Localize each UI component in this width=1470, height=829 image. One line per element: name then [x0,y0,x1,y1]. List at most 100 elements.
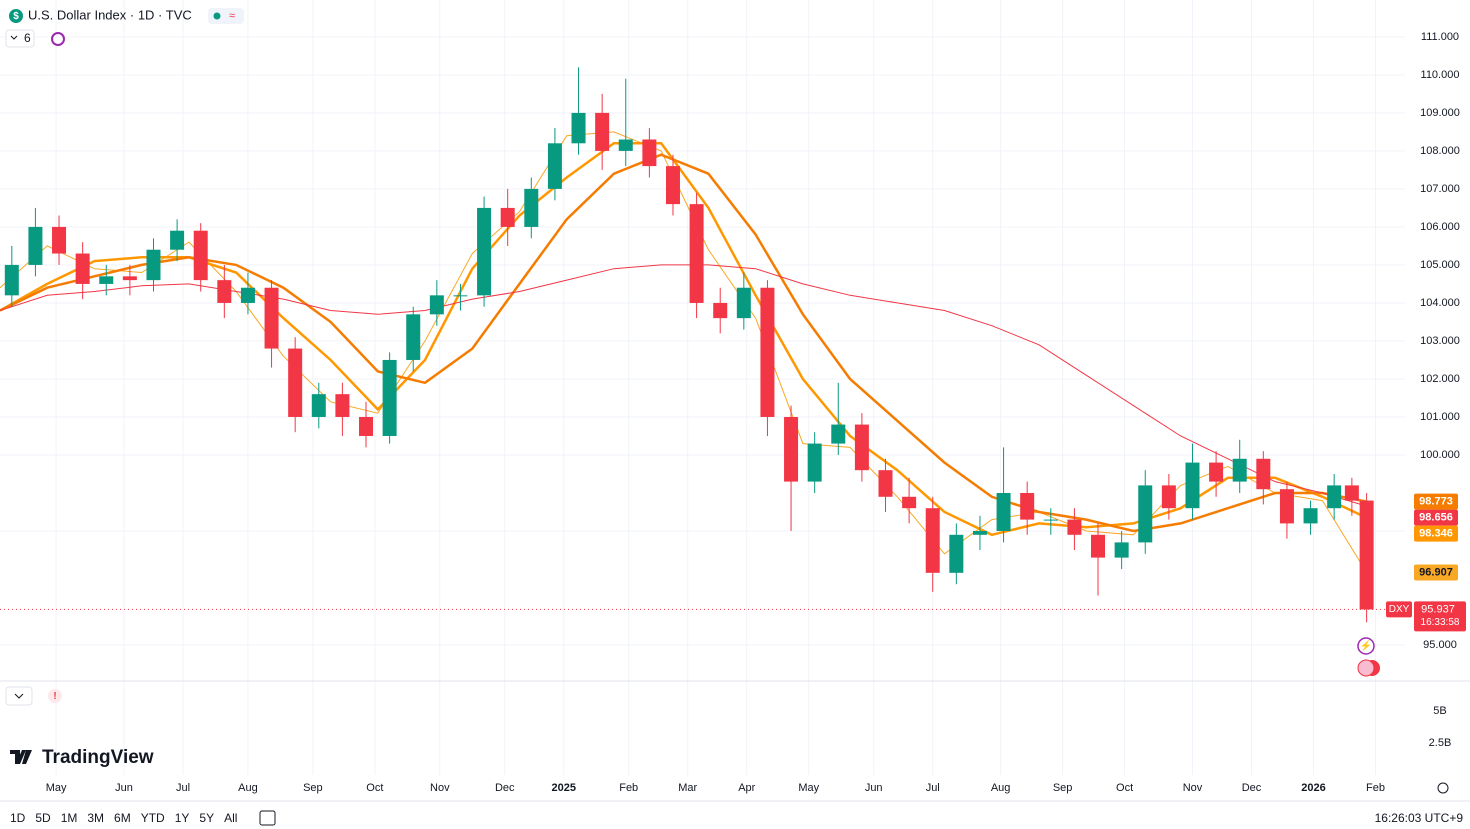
pane-toggle[interactable] [5,686,33,706]
plot-area [0,67,1405,623]
x-tick-label: Nov [430,782,450,794]
candle-body [1114,542,1129,558]
y-tick-label: 107.000 [1420,183,1460,195]
candle-body [1327,485,1342,509]
candle-body [854,424,869,471]
x-tick-label: 2025 [552,782,576,794]
y-tick-label: 106.000 [1420,221,1460,233]
candle-body [949,534,964,573]
range-button[interactable]: 1D [10,811,26,825]
candle-body [240,287,255,303]
ma-value-label: 98.656 [1419,512,1453,524]
x-tick-label: Jun [115,782,133,794]
status-pill[interactable] [208,8,244,24]
moving-average-line [0,131,1368,573]
range-button[interactable]: 1M [61,811,78,825]
range-button[interactable]: YTD [141,811,165,825]
candle-body [571,112,586,144]
candle-body [784,416,799,482]
candle-body [99,276,114,284]
candle-body [618,139,633,151]
candle-body [665,166,680,205]
candle-body [1256,458,1271,490]
candle-body [972,531,987,535]
countdown-label: 16:33:58 [1421,617,1460,628]
x-tick-label: Dec [495,782,515,794]
y-tick-label: 108.000 [1420,145,1460,157]
candle-body [335,394,350,417]
event-glyph: ⚡ [1360,639,1372,652]
x-tick-label: Jun [865,782,883,794]
candle-body [453,295,468,297]
candle-body [1185,462,1200,509]
price-tag [1414,601,1466,632]
range-button[interactable]: 3M [87,811,104,825]
x-tick-label: Oct [366,782,383,794]
axis-labels: 111.000 110.000 109.000 108.000 107.000 106.0… [46,31,1466,794]
delayed-icon: ≈ [229,10,235,22]
range-buttons: 1D 5D 1M 3M 6M YTD 1Y 5Y All [10,811,237,825]
y-tick-label: 95.000 [1423,639,1457,651]
candle-body [524,188,539,227]
y-tick-label: 101.000 [1420,411,1460,423]
candle-body [547,143,562,189]
candle-body [1344,485,1359,501]
refresh-icon[interactable] [51,32,65,46]
candle-body [477,207,492,296]
candle-body [359,416,374,436]
range-button[interactable]: 5Y [199,811,214,825]
candle-body [736,287,751,319]
calendar-icon[interactable] [259,810,276,826]
warning-icon[interactable] [48,689,62,703]
x-tick-label: Oct [1116,782,1133,794]
range-button[interactable]: 6M [114,811,131,825]
x-tick-label: Sep [1053,782,1073,794]
x-tick-label: May [798,782,819,794]
candle-body [429,295,444,315]
x-tick-label: Mar [678,782,697,794]
x-tick-label: Apr [738,782,755,794]
range-button[interactable]: 5D [35,811,51,825]
candle-body [878,470,893,497]
x-tick-label: Sep [303,782,323,794]
ma-value-tag [1414,509,1458,526]
candle-body [146,249,161,281]
y-tick-label: 110.000 [1421,69,1460,81]
candle-body [170,230,185,250]
candle-body [406,314,421,360]
range-button[interactable]: All [224,811,237,825]
indicators-toggle[interactable] [5,29,35,48]
candle-body [1209,462,1224,482]
range-button[interactable]: 1Y [175,811,190,825]
candle-body [1279,489,1294,524]
symbol-icon [9,9,23,23]
candle-body [52,226,67,254]
candle-body [689,204,704,303]
last-price-label: 95.937 [1421,603,1455,615]
x-tick-label: Feb [619,782,638,794]
candle-body [75,253,90,284]
brand-logo [10,750,32,764]
x-tick-label: Aug [991,782,1011,794]
candle-body [642,139,657,167]
clock: 16:26:03 UTC+9 [1375,811,1464,825]
candle-body [996,492,1011,532]
event-icon[interactable] [1357,637,1375,655]
symbol-icon-glyph: $ [13,11,19,22]
volume-tick-label: 5B [1433,705,1446,717]
candle-body [264,287,279,349]
economic-event-icon[interactable] [1357,659,1375,677]
y-tick-label: 109.000 [1420,107,1460,119]
volume-tick-label: 2.5B [1429,737,1452,749]
ma-value-label: 98.773 [1419,496,1453,508]
candle-body [382,359,397,436]
candle-body [217,280,232,303]
settings-icon[interactable] [1437,782,1449,794]
x-tick-label: Aug [238,782,258,794]
chart-title: U.S. Dollar Index · 1D · TVC [28,7,192,22]
y-tick-label: 102.000 [1420,373,1460,385]
candle-body [28,226,43,265]
ma-value-label: 96.907 [1419,566,1453,578]
x-tick-label: Jul [926,782,940,794]
